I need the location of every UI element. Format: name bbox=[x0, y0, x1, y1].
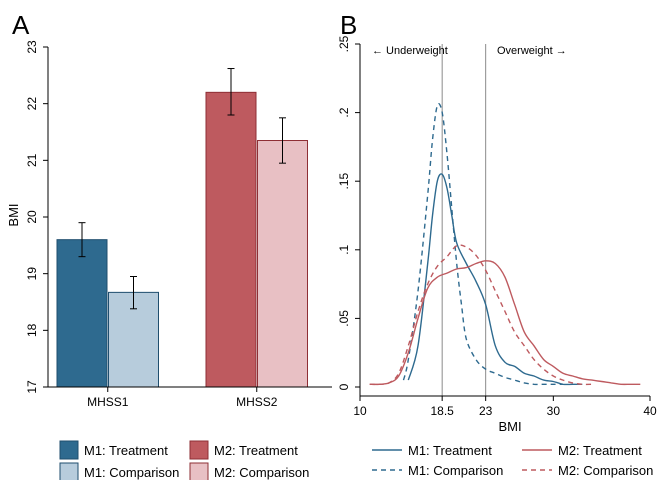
legend-swatch bbox=[59, 440, 79, 460]
y-tick-label: .2 bbox=[337, 107, 351, 117]
panel-a-y-ticks: 17 18 19 20 21 22 23 bbox=[25, 40, 48, 394]
bar bbox=[56, 239, 108, 388]
legend-label: M2: Comparison bbox=[558, 463, 653, 478]
legend-item-m2-comparison: M2: Comparison bbox=[189, 462, 309, 480]
density-line bbox=[407, 173, 583, 386]
panel-b-reference-lines bbox=[441, 44, 487, 396]
panel-b-y-ticks: 0 .05 .1 .15 .2 .25 bbox=[337, 35, 360, 390]
panel-b-legend: M1: Treatment M1: Comparison M2: Treatme… bbox=[372, 443, 653, 478]
legend-swatch bbox=[189, 462, 209, 480]
panel-a-y-axis-title: BMI bbox=[6, 203, 21, 226]
y-tick-label: .25 bbox=[337, 35, 351, 52]
y-tick-label: .1 bbox=[337, 244, 351, 254]
legend-label: M1: Treatment bbox=[84, 443, 168, 458]
bar bbox=[257, 140, 308, 388]
legend-label: M2: Treatment bbox=[214, 443, 298, 458]
y-tick-label: .05 bbox=[337, 310, 351, 327]
density-line bbox=[402, 103, 563, 386]
panel-a-legend: M1: Treatment M1: Comparison M2: Treatme… bbox=[59, 440, 309, 480]
x-tick-label: MHSS1 bbox=[87, 395, 129, 409]
legend-swatch bbox=[189, 440, 209, 460]
x-tick-label: 40 bbox=[643, 404, 657, 418]
legend-item-m1-treatment: M1: Treatment bbox=[59, 440, 168, 460]
legend-item-m1-comparison: M1: Comparison bbox=[372, 463, 503, 478]
y-tick-label: 23 bbox=[25, 40, 39, 54]
x-tick-label: 18.5 bbox=[430, 404, 454, 418]
panel-b-density-lines bbox=[369, 103, 641, 386]
density-line bbox=[369, 244, 593, 386]
legend-label: M2: Comparison bbox=[214, 465, 309, 480]
panel-b-x-ticks: 10 18.5 23 30 40 bbox=[353, 396, 657, 418]
legend-label: M1: Comparison bbox=[84, 465, 179, 480]
y-tick-label: 0 bbox=[337, 383, 351, 390]
annotation-underweight: ← Underweight bbox=[372, 45, 448, 57]
legend-item-m2-treatment: M2: Treatment bbox=[522, 443, 642, 458]
y-tick-label: 20 bbox=[25, 210, 39, 224]
legend-label: M1: Comparison bbox=[408, 463, 503, 478]
panel-b-x-axis-title: BMI bbox=[498, 419, 521, 434]
panel-a-x-ticks: MHSS1 MHSS2 bbox=[87, 387, 278, 409]
legend-label: M1: Treatment bbox=[408, 443, 492, 458]
panel-a-label: A bbox=[12, 10, 30, 40]
y-tick-label: 21 bbox=[25, 153, 39, 167]
legend-swatch bbox=[59, 462, 79, 480]
x-tick-label: 10 bbox=[353, 404, 367, 418]
x-tick-label: MHSS2 bbox=[236, 395, 278, 409]
legend-item-m2-comparison: M2: Comparison bbox=[522, 463, 653, 478]
y-tick-label: 17 bbox=[25, 380, 39, 394]
annotation-overweight: Overweight → bbox=[497, 45, 567, 57]
x-tick-label: 23 bbox=[479, 404, 493, 418]
legend-item-m2-treatment: M2: Treatment bbox=[189, 440, 298, 460]
panel-a: A BMI 17 18 19 20 21 22 23 MHSS1 MHSS2 bbox=[6, 10, 332, 409]
y-tick-label: 19 bbox=[25, 267, 39, 281]
y-tick-label: .15 bbox=[337, 173, 351, 190]
density-line bbox=[369, 260, 641, 386]
panel-a-bars bbox=[56, 91, 308, 388]
legend-label: M2: Treatment bbox=[558, 443, 642, 458]
legend-item-m1-treatment: M1: Treatment bbox=[372, 443, 492, 458]
panel-b-label: B bbox=[340, 10, 357, 40]
x-tick-label: 30 bbox=[547, 404, 561, 418]
bar bbox=[205, 91, 257, 388]
panel-b: B ← Underweight Overweight → 0 .05 .1 .15 .2… bbox=[337, 10, 657, 434]
y-tick-label: 22 bbox=[25, 97, 39, 111]
panel-a-error-bars bbox=[78, 68, 286, 310]
y-tick-label: 18 bbox=[25, 323, 39, 337]
legend-item-m1-comparison: M1: Comparison bbox=[59, 462, 179, 480]
